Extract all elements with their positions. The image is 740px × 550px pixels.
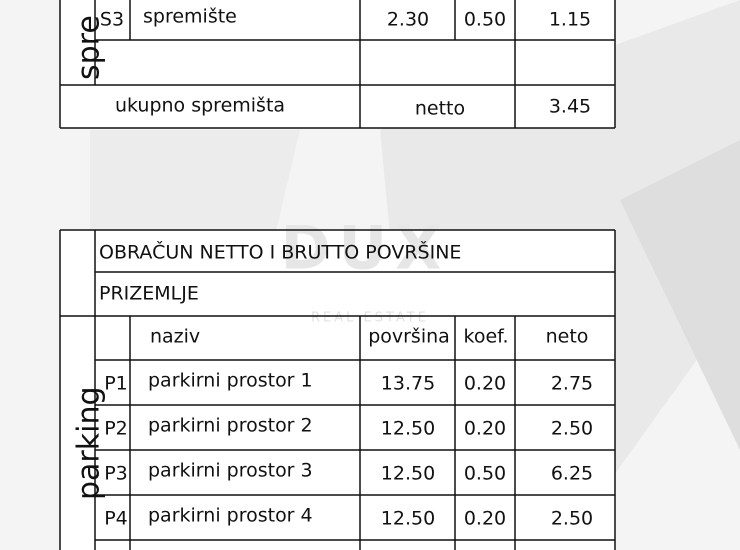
header: površina: [368, 326, 450, 348]
header: koef.: [464, 326, 509, 348]
coef: 0.50: [464, 9, 506, 31]
net: 2.50: [551, 508, 593, 530]
area: 12.50: [381, 418, 435, 440]
area-table-bg: [60, 230, 615, 550]
header: neto: [546, 326, 589, 348]
code: P2: [104, 418, 128, 440]
coef: 0.50: [464, 463, 506, 485]
floor: PRIZEMLJE: [99, 283, 199, 305]
code: P1: [104, 373, 128, 395]
table-title: OBRAČUN NETTO I BRUTTO POVRŠINE: [99, 240, 461, 264]
code: P4: [104, 508, 128, 530]
total-type: netto: [415, 98, 465, 120]
name: parkirni prostor 2: [148, 415, 313, 437]
coef: 0.20: [464, 418, 506, 440]
code: S3: [100, 9, 124, 31]
name: parkirni prostor 3: [148, 460, 313, 482]
area: 2.30: [387, 9, 429, 31]
net: 6.25: [551, 463, 593, 485]
area: 12.50: [381, 508, 435, 530]
code: P3: [104, 463, 128, 485]
area: 12.50: [381, 463, 435, 485]
storage-table-bg: [60, 0, 615, 128]
net: 1.15: [549, 9, 591, 31]
total-value: 3.45: [549, 96, 591, 118]
total-label: ukupno spremišta: [115, 95, 285, 117]
section-label: spre: [72, 15, 107, 80]
watermark-tagline: REAL ESTATE: [311, 311, 429, 326]
net: 2.50: [551, 418, 593, 440]
area: 13.75: [381, 373, 435, 395]
name: spremište: [143, 6, 237, 28]
net: 2.75: [551, 373, 593, 395]
rows: P1 parkirni prostor 1 13.75 0.20 2.75 P2 parki…: [104, 370, 593, 530]
name: parkirni prostor 1: [148, 370, 313, 392]
header: naziv: [150, 326, 200, 348]
coef: 0.20: [464, 508, 506, 530]
table-lines: [59, 0, 616, 550]
section-label: parking: [72, 386, 107, 500]
coef: 0.20: [464, 373, 506, 395]
name: parkirni prostor 4: [148, 505, 313, 527]
